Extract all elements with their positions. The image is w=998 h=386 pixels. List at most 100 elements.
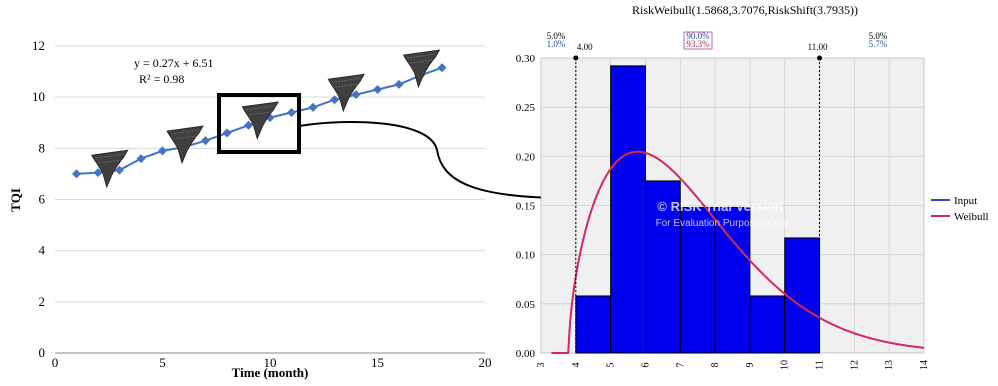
left-y-tick-label: 10	[32, 89, 45, 104]
funnel-icon-body	[91, 149, 129, 189]
right-x-tick-labels: 3 4 5 6 7 8 9 10 11 12 13 14	[536, 360, 930, 370]
right-y-tick-label: 0.15	[516, 201, 536, 213]
data-point-marker	[72, 169, 81, 179]
histogram-bar	[644, 180, 681, 354]
delimiter-dot	[817, 55, 823, 61]
right-chart: RiskWeibull(1.5868,3.7076,RiskShift(3.79…	[516, 3, 989, 370]
watermark-line-1: © RISK Trial Version	[657, 199, 782, 214]
left-gridlines	[55, 45, 485, 303]
data-point-marker	[158, 146, 167, 156]
funnel-icon	[166, 125, 204, 165]
data-point-marker	[93, 168, 103, 178]
weibull-curve-path	[551, 150, 925, 354]
data-point-marker	[115, 165, 124, 175]
right-y-tick-label: 0.20	[516, 151, 536, 163]
funnel-icon-body	[166, 125, 204, 165]
funnel-icon	[241, 101, 280, 141]
right-y-tick-label: 0.10	[516, 250, 536, 262]
left-y-tick-label: 2	[39, 294, 46, 309]
middle-percent-box	[683, 31, 713, 50]
right-x-tick-label: 12	[849, 360, 860, 370]
histogram-bar	[575, 295, 612, 354]
left-x-tick-label: 20	[479, 355, 492, 370]
left-percent-bottom: 1.0%	[547, 39, 566, 49]
delimiter-label: 4.00	[577, 42, 593, 52]
funnel-icon	[91, 149, 129, 189]
right-x-tick-label: 13	[884, 360, 895, 370]
watermark-line-2: For Evaluation Purposes Only	[656, 218, 789, 229]
delimiter-markers: 4.00 11.00	[573, 42, 828, 353]
right-x-tick-label: 6	[640, 363, 651, 368]
data-point-marker	[373, 84, 382, 94]
data-point-marker	[308, 102, 318, 112]
funnel-icon-texture	[410, 59, 433, 64]
right-percent-bottom: 5.7%	[869, 39, 888, 49]
right-percent-top: 5.0%	[869, 31, 888, 41]
histogram-bar	[749, 295, 786, 354]
funnel-icon-texture	[249, 111, 272, 116]
right-y-tick-label: 0.05	[516, 299, 536, 311]
histogram-bar	[714, 206, 751, 354]
funnel-icon-body	[327, 73, 366, 113]
funnel-icon-body	[402, 49, 441, 89]
left-y-tick-labels: 0 2 4 6 8 10 12	[32, 38, 46, 360]
middle-percent-bottom: 93.3%	[686, 39, 710, 49]
right-x-tick-label: 5	[606, 363, 617, 368]
data-point-marker	[351, 90, 361, 100]
funnel-icon-texture	[173, 135, 197, 140]
right-x-tick-label: 4	[571, 363, 582, 368]
trendline-equation: y = 0.27x + 6.51	[134, 56, 214, 70]
right-y-tick-label: 0.00	[516, 348, 536, 360]
delimiter-dot	[573, 55, 579, 61]
funnel-icon-body	[241, 101, 280, 141]
data-point-marker	[244, 120, 253, 130]
left-percent-top: 5.0%	[547, 31, 566, 41]
data-point-marker	[136, 154, 146, 164]
right-x-tick-label: 8	[710, 363, 721, 368]
left-y-tick-label: 12	[32, 38, 45, 53]
funnel-icon-texture	[98, 159, 121, 164]
funnel-icon	[402, 49, 441, 89]
left-chart: 0 2 4 6 8 10 12 0 5 10 15 20 TQI Time (month) y = …	[8, 38, 589, 380]
funnel-icon-texture	[335, 83, 358, 88]
right-x-tick-label: 9	[745, 363, 756, 368]
histogram-bar	[610, 65, 646, 354]
left-y-tick-label: 0	[39, 345, 46, 360]
right-y-tick-label: 0.30	[516, 53, 536, 65]
left-y-tick-label: 4	[39, 243, 46, 258]
data-point-marker	[394, 79, 404, 89]
legend-label: Input	[954, 195, 977, 207]
data-point-marker	[437, 63, 447, 73]
right-x-tick-label: 14	[919, 360, 930, 370]
histogram-bar	[679, 206, 716, 354]
delimiter-label: 11.00	[808, 42, 828, 52]
right-y-tick-label: 0.25	[516, 102, 536, 114]
legend: Input Weibull	[931, 195, 989, 223]
left-x-tick-label: 0	[52, 355, 59, 370]
left-x-axis-label: Time (month)	[232, 365, 309, 380]
right-x-tick-label: 10	[780, 360, 791, 370]
highlight-box	[217, 93, 301, 154]
left-x-tick-label: 5	[159, 355, 166, 370]
right-y-tick-labels: 0.00 0.05 0.10 0.15 0.20 0.25 0.30	[516, 53, 536, 360]
r-squared-label: R² = 0.98	[139, 72, 184, 86]
middle-percent-top: 90.0%	[686, 31, 710, 41]
right-x-tick-label: 7	[675, 363, 686, 368]
left-y-axis-label: TQI	[8, 188, 23, 212]
left-y-tick-label: 6	[39, 192, 46, 207]
right-chart-title: RiskWeibull(1.5868,3.7076,RiskShift(3.79…	[632, 3, 858, 17]
data-point-marker	[330, 95, 339, 105]
right-x-tick-label: 11	[815, 360, 826, 370]
legend-label: Weibull	[954, 211, 989, 223]
right-x-tick-label: 3	[536, 363, 547, 368]
data-point-marker	[222, 128, 232, 138]
percentile-labels: 5.0%1.0%90.0%93.3%5.0%5.7%	[547, 31, 888, 50]
trend-icons	[91, 49, 441, 189]
data-point-marker	[201, 136, 210, 146]
left-x-tick-label: 15	[371, 355, 384, 370]
weibull-curve	[551, 150, 925, 354]
histogram-bars	[575, 65, 821, 354]
left-x-tick-labels: 0 5 10 15 20	[52, 355, 492, 370]
funnel-icon	[327, 73, 366, 113]
